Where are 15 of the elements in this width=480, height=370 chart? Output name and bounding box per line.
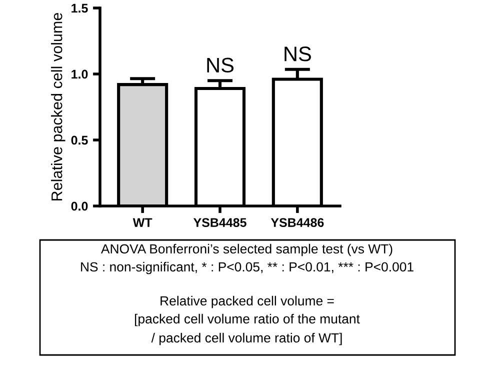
text: / packed cell volume ratio of WT] (151, 332, 342, 346)
y-axis-title: Relative packed cell volume (51, 12, 66, 200)
y-tick-label: 1.5 (72, 4, 88, 13)
text: NS : non-significant, * : P<0.05, ** : P<0.01, *** : P<0.001 (81, 262, 414, 274)
annotation: NS (284, 46, 311, 62)
x-tick-label: YSB4486 (270, 218, 324, 227)
y-tick-label: 0.0 (71, 202, 88, 211)
text: ANOVA Bonferroni’s selected sample test (vs WT) (100, 244, 392, 256)
text: Relative packed cell volume = (160, 296, 334, 308)
y-tick-label: 1.0 (72, 70, 88, 79)
y-tick-label: 0.5 (71, 136, 88, 145)
annotation: NS (207, 58, 234, 73)
text: [packed cell volume ratio of the mutant (135, 314, 360, 326)
x-tick-label: YSB4485 (193, 218, 246, 227)
x-tick-label: WT (132, 218, 152, 227)
